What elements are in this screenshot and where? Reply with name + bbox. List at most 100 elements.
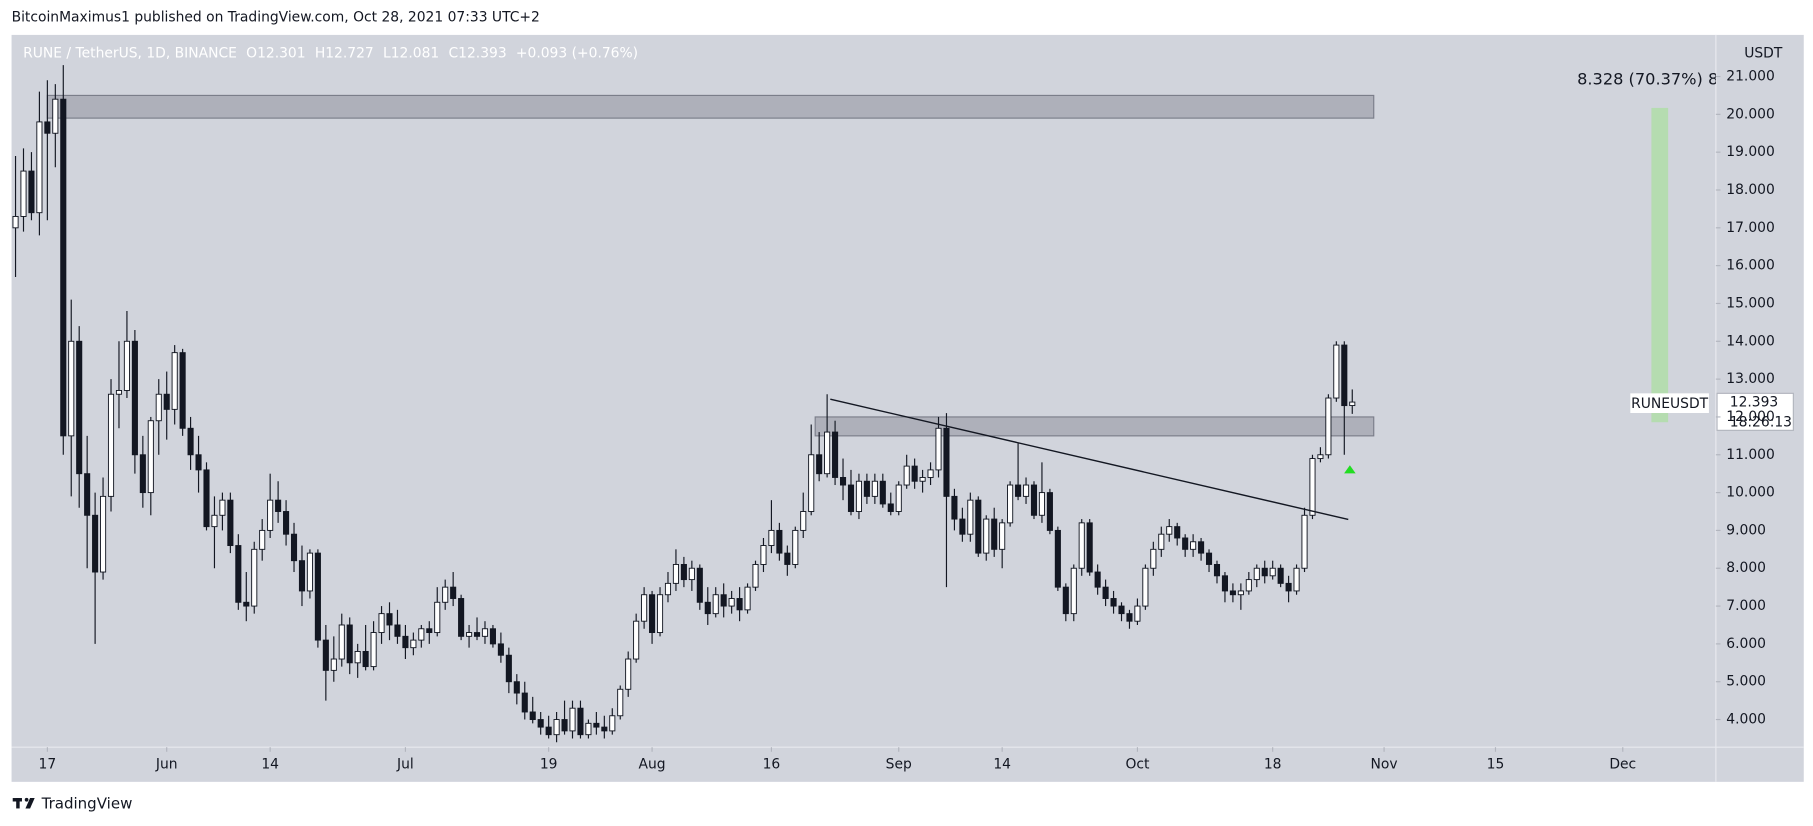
up-arrow-marker xyxy=(1344,465,1356,474)
candle-body xyxy=(513,681,520,694)
candle-body xyxy=(1309,458,1316,516)
ohlc-value: 12.727 xyxy=(325,45,374,61)
y-tick-label: 16.000 xyxy=(1726,258,1775,274)
candle-body xyxy=(696,567,703,603)
candle-body xyxy=(903,465,910,486)
candle-body xyxy=(1166,526,1173,535)
candle-body xyxy=(1110,598,1117,607)
candle-body xyxy=(1213,563,1221,577)
candle-body xyxy=(975,499,982,554)
candle-body xyxy=(816,454,823,475)
candle-body xyxy=(322,639,329,671)
change: +0.093 (+0.76%) xyxy=(516,45,638,61)
candle-body xyxy=(76,340,83,475)
candle-body xyxy=(394,624,401,637)
candle-body xyxy=(1078,522,1085,569)
last-price-box xyxy=(1716,392,1794,431)
candle-body xyxy=(505,654,512,683)
candle-body xyxy=(1118,605,1125,615)
candle-body xyxy=(497,643,504,656)
candle-body xyxy=(943,427,950,497)
candle-body xyxy=(243,601,250,607)
candle-body xyxy=(1054,529,1061,588)
candle-body xyxy=(1269,567,1276,577)
candle-body xyxy=(1134,605,1141,622)
candle-body xyxy=(473,632,481,637)
symbol-tag xyxy=(1630,393,1709,413)
axis-unit: USDT xyxy=(1744,45,1783,61)
candle-body xyxy=(1317,454,1324,460)
candle-body xyxy=(203,469,210,528)
symbol-legend: RUNE / TetherUS, 1D, BINANCE O12.301 H12.7… xyxy=(23,45,638,61)
measure-bar xyxy=(1651,107,1669,423)
candle-body xyxy=(824,431,831,475)
candle-body xyxy=(871,480,878,497)
candle-body xyxy=(163,393,170,410)
candle-body xyxy=(832,431,839,478)
candle-body xyxy=(1062,586,1069,615)
candle-body xyxy=(1229,590,1236,596)
x-tick-label: Aug xyxy=(639,757,666,773)
candle-body xyxy=(736,598,743,611)
y-tick-label: 21.000 xyxy=(1726,69,1775,85)
candle-body xyxy=(609,715,616,732)
candle-body xyxy=(386,613,393,626)
x-tick-label: 14 xyxy=(261,757,279,773)
candle-body xyxy=(362,650,369,668)
candle-body xyxy=(625,658,632,690)
ohlc-value: 12.301 xyxy=(257,45,306,61)
candle-body xyxy=(927,469,934,478)
measure-label: 8.328 (70.37%) 8 xyxy=(1577,70,1718,89)
x-tick-label: 15 xyxy=(1487,757,1505,773)
candle-body xyxy=(720,594,727,607)
candle-body xyxy=(800,511,807,531)
candle-body xyxy=(1221,575,1228,592)
candle-body xyxy=(147,420,154,494)
candle-body xyxy=(601,726,608,732)
candle-body xyxy=(1126,613,1133,622)
candle-body xyxy=(967,499,974,535)
candle-body xyxy=(1293,567,1300,592)
candle-body xyxy=(60,98,67,437)
candle-body xyxy=(314,552,321,641)
candle-body xyxy=(585,722,592,736)
candle-body xyxy=(633,620,640,660)
candle-body xyxy=(219,499,226,516)
candle-body xyxy=(1142,567,1149,607)
candle-body xyxy=(1253,567,1260,581)
candle-body xyxy=(911,465,918,482)
x-tick-label: Nov xyxy=(1371,757,1398,773)
x-tick-label: 18 xyxy=(1264,757,1282,773)
candle-body xyxy=(131,340,138,456)
candle-body xyxy=(1038,492,1045,516)
candle-body xyxy=(1349,401,1356,407)
candle-body xyxy=(306,552,313,592)
candle-body xyxy=(402,635,409,649)
candle-body xyxy=(330,658,337,671)
candle-body xyxy=(450,586,457,599)
candle-body xyxy=(712,594,719,615)
candle-body xyxy=(267,499,274,531)
candle-body xyxy=(107,393,115,497)
candle-body xyxy=(569,707,576,732)
x-tick-label: Sep xyxy=(886,757,912,773)
candle-body xyxy=(20,170,27,217)
publish-header: BitcoinMaximus1 published on TradingView… xyxy=(12,10,540,26)
candle-body xyxy=(1086,522,1093,573)
y-tick-label: 7.000 xyxy=(1726,598,1766,614)
candle-body xyxy=(919,476,926,482)
candle-body xyxy=(664,582,672,596)
candle-body xyxy=(275,499,282,512)
candle-body xyxy=(466,632,473,637)
candle-body xyxy=(378,613,385,634)
candle-body xyxy=(155,393,162,422)
candle-body xyxy=(529,711,536,721)
candle-body xyxy=(1261,567,1268,577)
candle-body xyxy=(951,495,958,520)
bar-countdown: 18:26:13 xyxy=(1730,414,1792,430)
x-tick-label: 19 xyxy=(540,757,558,773)
candle-body xyxy=(561,719,568,732)
ohlc-key: H xyxy=(315,45,325,61)
footer-brand: TradingView xyxy=(41,794,133,812)
candle-body xyxy=(442,586,449,603)
